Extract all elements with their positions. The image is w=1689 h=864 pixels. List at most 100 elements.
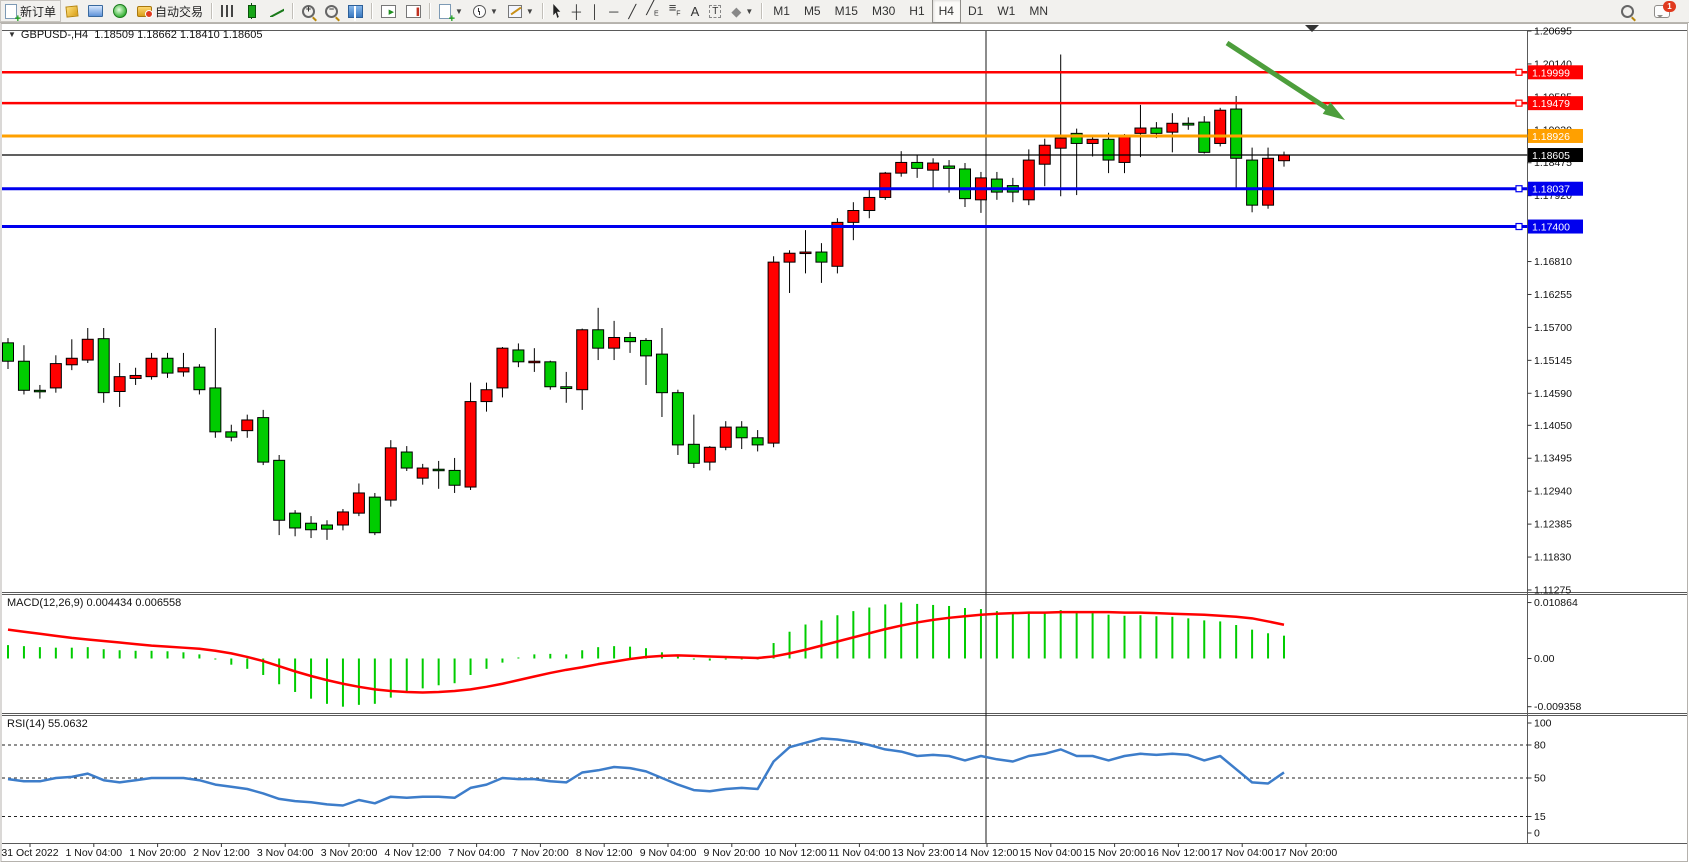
toolbar-separator	[761, 3, 764, 19]
chart-shift-button[interactable]: ▐	[401, 0, 426, 22]
indicators-icon	[439, 3, 455, 24]
horizontal-line-button[interactable]: ─	[604, 0, 623, 22]
svg-text:1.12940: 1.12940	[1534, 486, 1572, 498]
svg-text:1.11830: 1.11830	[1534, 552, 1571, 564]
chevron-down-icon: ▼	[525, 6, 534, 16]
channel-button[interactable]: ╱E	[641, 0, 664, 22]
svg-text:31 Oct 2022: 31 Oct 2022	[1, 847, 58, 859]
vertical-line-icon: │	[591, 3, 600, 19]
timeframe-button-W1[interactable]: W1	[997, 4, 1016, 18]
tile-windows-button[interactable]	[343, 0, 368, 22]
templates-button[interactable]: ▼	[503, 0, 539, 22]
toolbar-separator	[371, 3, 374, 19]
svg-text:1.11275: 1.11275	[1534, 584, 1571, 596]
periods-button[interactable]: ▼	[468, 0, 503, 22]
indicators-button[interactable]: ▼	[434, 0, 468, 24]
timeframe-button-M5[interactable]: M5	[803, 4, 821, 18]
search-icon	[1621, 4, 1634, 18]
new-order-icon	[5, 3, 21, 24]
tile-windows-icon	[348, 4, 364, 18]
templates-icon	[507, 4, 522, 18]
svg-text:9 Nov 04:00: 9 Nov 04:00	[640, 847, 697, 859]
line-chart-button[interactable]	[265, 0, 289, 22]
svg-text:1.19479: 1.19479	[1532, 98, 1570, 110]
auto-scroll-button[interactable]: ▶	[376, 0, 401, 22]
svg-text:9 Nov 20:00: 9 Nov 20:00	[703, 847, 760, 859]
timeframe-button-D1[interactable]: D1	[967, 4, 984, 18]
svg-text:1.15700: 1.15700	[1534, 322, 1572, 334]
svg-text:1.12385: 1.12385	[1534, 519, 1572, 531]
auto-trading-button[interactable]: 自动交易	[132, 0, 208, 22]
svg-text:1.17400: 1.17400	[1532, 222, 1570, 234]
horizontal-line-icon: ─	[609, 3, 619, 19]
svg-text:11 Nov 04:00: 11 Nov 04:00	[829, 847, 891, 859]
timeframe-button-M1[interactable]: M1	[773, 4, 790, 18]
chat-button[interactable]: 1	[1649, 0, 1676, 22]
svg-text:10 Nov 12:00: 10 Nov 12:00	[764, 847, 827, 859]
cursor-icon	[553, 4, 561, 18]
timeframe-button-M30[interactable]: M30	[871, 4, 896, 18]
symbol-period-label: GBPUSD-,H4	[20, 29, 89, 41]
auto-scroll-icon: ▶	[381, 4, 397, 18]
arrows-button[interactable]: ◆ ▼	[726, 0, 758, 22]
new-order-label: 新订单	[20, 4, 57, 19]
bar-chart-icon	[221, 5, 235, 17]
chevron-down-icon: ▼	[745, 6, 754, 16]
svg-text:1.14590: 1.14590	[1534, 388, 1572, 400]
chart-title: ▼ GBPUSD-,H4 1.18509 1.18662 1.18410 1.18…	[8, 29, 263, 41]
market-watch-button[interactable]	[61, 0, 83, 22]
navigator-button[interactable]	[83, 0, 108, 22]
collapse-triangle-icon[interactable]: ▼	[8, 30, 16, 39]
svg-text:3 Nov 04:00: 3 Nov 04:00	[257, 847, 314, 859]
vertical-line-button[interactable]: │	[586, 0, 604, 22]
text-label-button[interactable]: T	[704, 0, 726, 22]
chevron-down-icon: ▼	[489, 6, 498, 16]
auto-trading-icon	[137, 5, 154, 18]
svg-text:16 Nov 12:00: 16 Nov 12:00	[1147, 847, 1210, 859]
cursor-button[interactable]	[547, 0, 567, 22]
svg-text:1 Nov 04:00: 1 Nov 04:00	[65, 847, 122, 859]
search-button[interactable]	[1616, 0, 1639, 22]
bar-chart-button[interactable]	[216, 0, 239, 22]
toolbar-separator	[292, 3, 295, 19]
svg-text:1.18605: 1.18605	[1532, 150, 1570, 162]
toolbar: 新订单 自动交易 + − ▶ ▐ ▼ ▼ ▼ ┼ │ ─ ╱ ╱E ≡	[0, 0, 1689, 24]
chevron-down-icon: ▼	[455, 6, 463, 16]
svg-text:4 Nov 12:00: 4 Nov 12:00	[384, 847, 441, 859]
timeframe-button-M15[interactable]: M15	[834, 4, 858, 18]
fibonacci-button[interactable]: ≡F	[664, 0, 686, 22]
auto-trading-label: 自动交易	[155, 4, 204, 19]
svg-text:7 Nov 20:00: 7 Nov 20:00	[512, 847, 569, 859]
svg-text:100: 100	[1534, 718, 1552, 730]
trendline-button[interactable]: ╱	[623, 0, 641, 22]
svg-text:0.010864: 0.010864	[1534, 597, 1578, 609]
svg-text:7 Nov 04:00: 7 Nov 04:00	[448, 847, 505, 859]
ohlc-values: 1.18509 1.18662 1.18410 1.18605	[94, 29, 263, 41]
timeframe-button-MN[interactable]: MN	[1029, 4, 1048, 18]
chat-icon: 1	[1654, 0, 1676, 18]
svg-text:1.16810: 1.16810	[1534, 256, 1572, 268]
timeframe-group: M1 M5 M15 M30 H1 H4 D1 W1 MN	[766, 0, 1055, 23]
zoom-in-button[interactable]: +	[297, 0, 320, 22]
new-order-button[interactable]: 新订单	[0, 0, 62, 24]
svg-text:50: 50	[1534, 773, 1546, 785]
notification-badge: 1	[1663, 0, 1676, 12]
zoom-in-icon: +	[302, 4, 316, 18]
svg-text:2 Nov 12:00: 2 Nov 12:00	[193, 847, 250, 859]
timeframe-button-H1[interactable]: H1	[909, 4, 925, 18]
candlestick-chart-button[interactable]	[239, 0, 265, 22]
crosshair-button[interactable]: ┼	[567, 0, 586, 22]
svg-text:0.00: 0.00	[1534, 653, 1555, 665]
svg-text:1 Nov 20:00: 1 Nov 20:00	[129, 847, 186, 859]
zoom-out-button[interactable]: −	[320, 0, 343, 22]
svg-text:1.18037: 1.18037	[1532, 184, 1570, 196]
svg-text:14 Nov 12:00: 14 Nov 12:00	[956, 847, 1019, 859]
timeframe-button-H4[interactable]: H4	[931, 0, 961, 23]
text-button[interactable]: A	[686, 0, 705, 22]
zoom-out-icon: −	[325, 4, 339, 18]
rsi-indicator-label: RSI(14) 55.0632	[7, 718, 88, 730]
svg-text:0: 0	[1534, 828, 1540, 840]
signals-button[interactable]	[108, 0, 132, 22]
svg-text:1.19999: 1.19999	[1532, 67, 1570, 79]
